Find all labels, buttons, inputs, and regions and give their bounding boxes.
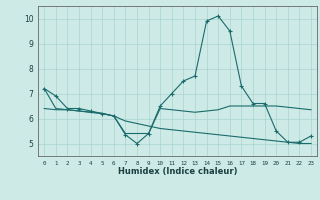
X-axis label: Humidex (Indice chaleur): Humidex (Indice chaleur) <box>118 167 237 176</box>
